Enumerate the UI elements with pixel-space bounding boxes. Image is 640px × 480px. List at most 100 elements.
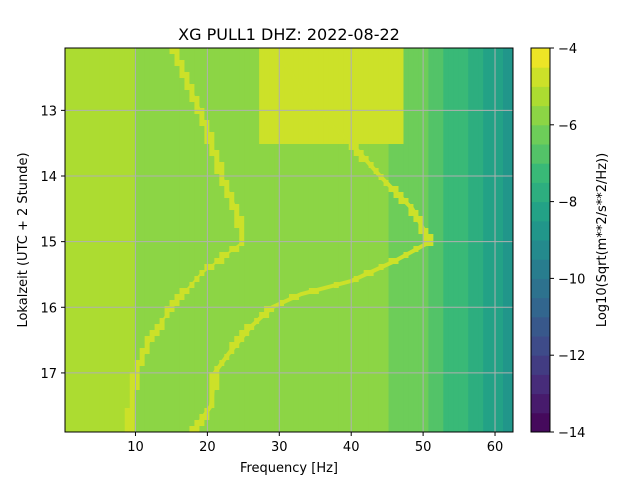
heatmap-cell bbox=[358, 330, 365, 337]
heatmap-cell bbox=[293, 252, 300, 259]
heatmap-cell bbox=[249, 138, 255, 145]
heatmap-cell bbox=[65, 210, 71, 217]
heatmap-cell bbox=[338, 84, 345, 91]
heatmap-cell bbox=[428, 312, 434, 319]
heatmap-cell bbox=[194, 180, 200, 187]
heatmap-cell bbox=[264, 258, 270, 265]
heatmap-cell bbox=[164, 360, 171, 367]
heatmap-cell bbox=[453, 312, 459, 319]
heatmap-cell bbox=[284, 288, 290, 295]
heatmap-cell bbox=[303, 312, 310, 319]
heatmap-cell bbox=[244, 300, 250, 307]
heatmap-cell bbox=[358, 288, 365, 295]
heatmap-cell bbox=[184, 270, 191, 277]
heatmap-cell bbox=[488, 54, 494, 61]
heatmap-cell bbox=[144, 120, 151, 127]
heatmap-cell bbox=[308, 342, 315, 349]
heatmap-cell bbox=[293, 60, 300, 67]
heatmap-cell bbox=[219, 366, 225, 373]
heatmap-cell bbox=[293, 318, 300, 325]
heatmap-cell bbox=[338, 216, 345, 223]
heatmap-cell bbox=[373, 60, 380, 67]
heatmap-cell bbox=[184, 162, 191, 169]
heatmap-cell bbox=[224, 216, 230, 223]
heatmap-cell bbox=[199, 234, 205, 241]
heatmap-cell bbox=[89, 192, 96, 199]
heatmap-cell bbox=[403, 66, 410, 73]
heatmap-cell bbox=[149, 354, 156, 361]
heatmap-cell bbox=[139, 54, 146, 61]
heatmap-cell bbox=[473, 78, 479, 85]
heatmap-cell bbox=[388, 204, 395, 211]
heatmap-cell bbox=[343, 372, 350, 379]
heatmap-cell bbox=[413, 66, 420, 73]
heatmap-cell bbox=[184, 72, 191, 79]
heatmap-cell bbox=[114, 354, 121, 361]
heatmap-cell bbox=[463, 192, 469, 199]
heatmap-cell bbox=[388, 270, 395, 277]
heatmap-cell bbox=[313, 228, 320, 235]
heatmap-cell bbox=[388, 114, 395, 121]
heatmap-cell bbox=[458, 354, 464, 361]
heatmap-cell bbox=[428, 270, 434, 277]
heatmap-cell bbox=[194, 336, 200, 343]
heatmap-cell bbox=[323, 162, 330, 169]
heatmap-cell bbox=[328, 66, 335, 73]
heatmap-cell bbox=[74, 366, 81, 373]
heatmap-cell bbox=[219, 354, 225, 361]
heatmap-cell bbox=[254, 270, 260, 277]
heatmap-cell bbox=[209, 372, 215, 379]
heatmap-cell bbox=[244, 306, 250, 313]
heatmap-cell bbox=[79, 150, 86, 157]
heatmap-cell bbox=[478, 354, 484, 361]
heatmap-cell bbox=[378, 246, 385, 253]
heatmap-cell bbox=[493, 312, 499, 319]
heatmap-cell bbox=[303, 258, 310, 265]
heatmap-cell bbox=[264, 252, 270, 259]
heatmap-cell bbox=[249, 270, 255, 277]
heatmap-cell bbox=[124, 336, 131, 343]
heatmap-cell bbox=[124, 168, 131, 175]
heatmap-cell bbox=[149, 324, 156, 331]
heatmap-cell bbox=[368, 60, 375, 67]
heatmap-cell bbox=[403, 180, 410, 187]
heatmap-cell bbox=[413, 228, 420, 235]
heatmap-cell bbox=[393, 132, 400, 139]
heatmap-cell bbox=[333, 150, 340, 157]
heatmap-cell bbox=[69, 330, 76, 337]
heatmap-cell bbox=[214, 150, 220, 157]
heatmap-cell bbox=[289, 318, 295, 325]
heatmap-cell bbox=[463, 318, 469, 325]
heatmap-cell bbox=[373, 282, 380, 289]
heatmap-cell bbox=[363, 276, 370, 283]
heatmap-cell bbox=[239, 330, 245, 337]
heatmap-cell bbox=[338, 312, 345, 319]
heatmap-cell bbox=[443, 258, 449, 265]
heatmap-cell bbox=[413, 78, 420, 85]
heatmap-cell bbox=[129, 48, 136, 55]
heatmap-cell bbox=[343, 132, 350, 139]
heatmap-cell bbox=[134, 246, 141, 253]
heatmap-cell bbox=[199, 132, 205, 139]
heatmap-cell bbox=[94, 348, 101, 355]
heatmap-cell bbox=[174, 144, 181, 151]
heatmap-cell bbox=[259, 318, 265, 325]
heatmap-cell bbox=[104, 234, 111, 241]
heatmap-cell bbox=[219, 198, 225, 205]
heatmap-cell bbox=[289, 306, 295, 313]
heatmap-cell bbox=[438, 120, 444, 127]
heatmap-cell bbox=[79, 336, 86, 343]
heatmap-cell bbox=[293, 216, 300, 223]
heatmap-cell bbox=[458, 294, 464, 301]
heatmap-cell bbox=[139, 198, 146, 205]
heatmap-cell bbox=[69, 258, 76, 265]
heatmap-cell bbox=[104, 318, 111, 325]
spectrogram-heatmap bbox=[65, 48, 513, 432]
heatmap-cell bbox=[313, 354, 320, 361]
heatmap-cell bbox=[244, 348, 250, 355]
heatmap-cell bbox=[79, 378, 86, 385]
heatmap-cell bbox=[144, 204, 151, 211]
heatmap-cell bbox=[244, 336, 250, 343]
heatmap-cell bbox=[448, 210, 454, 217]
heatmap-cell bbox=[413, 234, 420, 241]
